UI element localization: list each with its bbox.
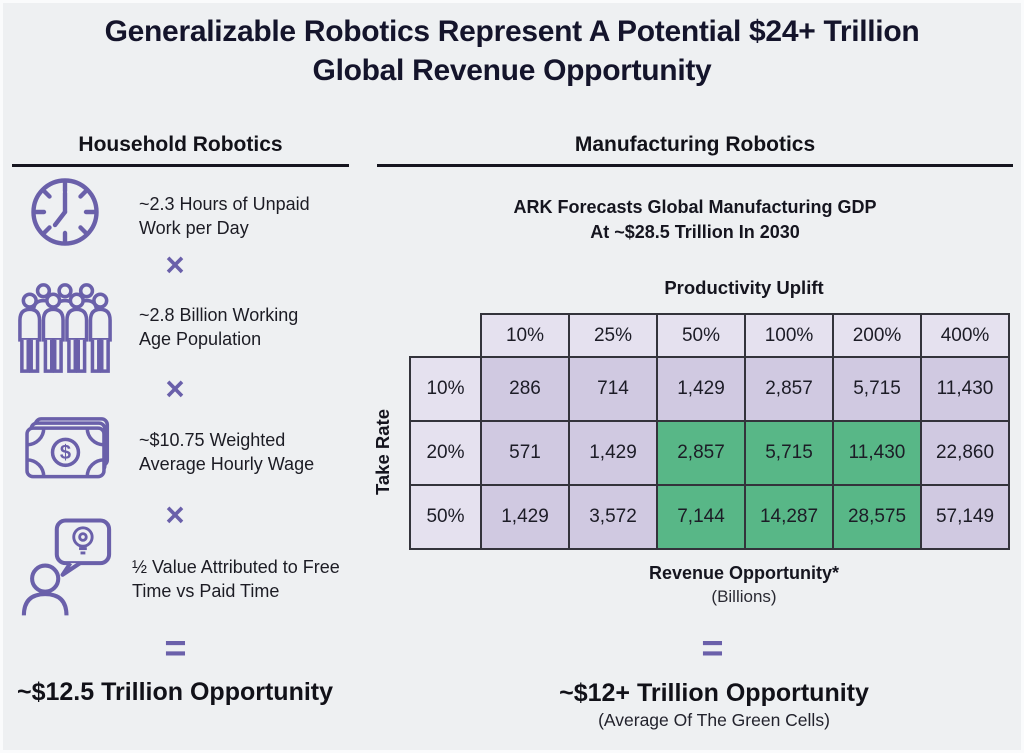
person-idea-icon bbox=[20, 518, 112, 616]
table-footnote-units: (Billions) bbox=[711, 587, 777, 606]
uplift-value-cell: 286 bbox=[480, 356, 570, 422]
page-title: Generalizable Robotics Represent A Poten… bbox=[0, 12, 1024, 90]
uplift-column-header: 200% bbox=[832, 313, 922, 358]
uplift-value-cell: 571 bbox=[480, 420, 570, 486]
uplift-value-cell-green: 14,287 bbox=[744, 484, 834, 550]
factor-text-working-age-population: ~2.8 Billion Working Age Population bbox=[139, 305, 299, 349]
page-title-line2: Global Revenue Opportunity bbox=[312, 54, 712, 87]
uplift-value-cell: 11,430 bbox=[920, 356, 1010, 422]
uplift-value-cell-green: 2,857 bbox=[656, 420, 746, 486]
svg-text:$: $ bbox=[60, 442, 71, 464]
uplift-table: 10% 25% 50% 100% 200% 400% 10% 286 714 1,429 2,857… bbox=[409, 313, 1010, 550]
uplift-column-header: 400% bbox=[920, 313, 1010, 358]
factor-text-unpaid-hours: ~2.3 Hours of Unpaid Work per Day bbox=[139, 194, 310, 238]
equals-operator: = bbox=[164, 628, 186, 670]
uplift-value-cell: 22,860 bbox=[920, 420, 1010, 486]
multiply-operator: × bbox=[165, 246, 185, 283]
uplift-column-header: 25% bbox=[568, 313, 658, 358]
manufacturing-result: ~$12+ Trillion Opportunity bbox=[559, 679, 869, 707]
uplift-value-cell-green: 28,575 bbox=[832, 484, 922, 550]
manufacturing-section-header: Manufacturing Robotics bbox=[377, 133, 1013, 167]
uplift-value-cell: 2,857 bbox=[744, 356, 834, 422]
uplift-row: 20% 571 1,429 2,857 5,715 11,430 22,860 bbox=[409, 420, 1010, 486]
uplift-row-label: 50% bbox=[409, 484, 482, 550]
household-section-header: Household Robotics bbox=[12, 133, 349, 167]
uplift-value-cell: 714 bbox=[568, 356, 658, 422]
money-icon: $ bbox=[22, 416, 114, 482]
people-icon bbox=[16, 281, 114, 379]
uplift-row: 10% 286 714 1,429 2,857 5,715 11,430 bbox=[409, 356, 1010, 422]
row-axis-label: Take Rate bbox=[372, 408, 393, 496]
uplift-column-header: 10% bbox=[480, 313, 570, 358]
clock-icon bbox=[29, 176, 101, 248]
uplift-value-cell: 1,429 bbox=[480, 484, 570, 550]
uplift-row-label: 20% bbox=[409, 420, 482, 486]
uplift-column-header: 50% bbox=[656, 313, 746, 358]
uplift-column-header: 100% bbox=[744, 313, 834, 358]
column-axis-label: Productivity Uplift bbox=[664, 277, 824, 298]
manufacturing-result-note: (Average Of The Green Cells) bbox=[598, 710, 830, 730]
household-result: ~$12.5 Trillion Opportunity bbox=[16, 678, 334, 706]
page-title-line1: Generalizable Robotics Represent A Poten… bbox=[104, 15, 920, 48]
uplift-value-cell: 1,429 bbox=[568, 420, 658, 486]
uplift-value-cell: 3,572 bbox=[568, 484, 658, 550]
manufacturing-subtitle-line1: ARK Forecasts Global Manufacturing GDP bbox=[513, 197, 877, 217]
table-footnote-title: Revenue Opportunity* bbox=[648, 563, 840, 583]
uplift-value-cell-green: 7,144 bbox=[656, 484, 746, 550]
uplift-value-cell-green: 11,430 bbox=[832, 420, 922, 486]
factor-text-free-time-value: ½ Value Attributed to Free Time vs Paid … bbox=[132, 557, 340, 601]
multiply-operator: × bbox=[165, 370, 185, 407]
manufacturing-subtitle-line2: At ~$28.5 Trillion In 2030 bbox=[590, 222, 800, 242]
uplift-corner-cell bbox=[410, 314, 481, 357]
uplift-value-cell: 57,149 bbox=[920, 484, 1010, 550]
multiply-operator: × bbox=[165, 496, 185, 533]
factor-text-hourly-wage: ~$10.75 Weighted Average Hourly Wage bbox=[139, 430, 315, 474]
equals-operator: = bbox=[701, 628, 723, 670]
uplift-row-label: 10% bbox=[409, 356, 482, 422]
uplift-value-cell: 1,429 bbox=[656, 356, 746, 422]
uplift-value-cell: 5,715 bbox=[832, 356, 922, 422]
uplift-row: 50% 1,429 3,572 7,144 14,287 28,575 57,149 bbox=[409, 484, 1010, 550]
manufacturing-subtitle: ARK Forecasts Global Manufacturing GDP A… bbox=[377, 195, 1013, 245]
uplift-header-row: 10% 25% 50% 100% 200% 400% bbox=[410, 313, 1010, 358]
uplift-value-cell-green: 5,715 bbox=[744, 420, 834, 486]
